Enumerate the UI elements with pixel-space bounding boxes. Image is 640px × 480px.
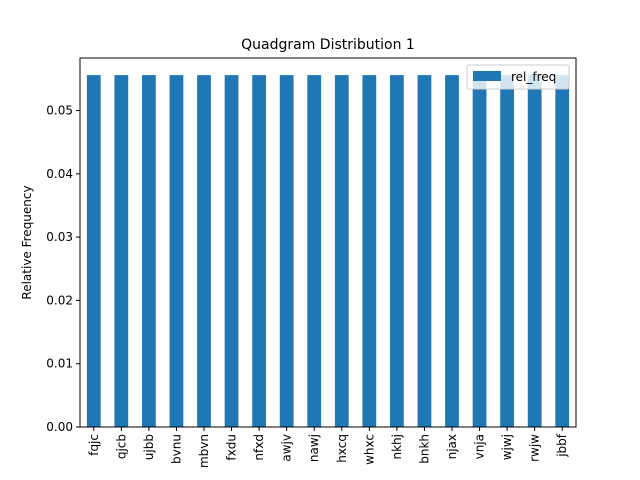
y-tick-label: 0.02 — [46, 293, 73, 307]
x-tick-label-bnkh: bnkh — [417, 434, 431, 464]
x-tick-label-awjv: awjv — [280, 434, 294, 462]
x-tick-label-whxc: whxc — [362, 434, 376, 465]
bar-mbvn — [197, 75, 211, 427]
x-tick-label-jbbf: jbbf — [555, 433, 569, 458]
x-tick-label-mbvn: mbvn — [197, 434, 211, 468]
bar-ujbb — [142, 75, 156, 427]
x-tick-label-ujbb: ujbb — [142, 434, 156, 460]
x-tick-label-fqjc: fqjc — [87, 434, 101, 456]
bar-jbbf — [555, 75, 569, 427]
bar-fqjc — [87, 75, 101, 427]
bar-qjcb — [114, 75, 128, 427]
x-tick-label-rwjw: rwjw — [528, 434, 542, 462]
y-tick-label: 0.04 — [46, 167, 73, 181]
y-axis: 0.00 0.01 0.02 0.03 0.04 0.05 — [46, 104, 80, 434]
chart-title: Quadgram Distribution 1 — [241, 37, 415, 53]
x-tick-label-vnja: vnja — [473, 434, 487, 459]
y-tick-label: 0.00 — [46, 420, 73, 434]
x-axis: fqjc qjcb ujbb bvnu mbvn fxdu nfxd awjv nawj hxcq… — [87, 427, 569, 468]
bar-wjwj — [500, 75, 514, 427]
bar-rwjw — [528, 75, 542, 427]
bar-fxdu — [225, 75, 239, 427]
x-tick-label-nawj: nawj — [307, 434, 321, 462]
legend-label: rel_freq — [511, 70, 556, 84]
bar-hxcq — [335, 75, 349, 427]
x-tick-label-wjwj: wjwj — [500, 434, 514, 460]
bar-bnkh — [418, 75, 432, 427]
legend: rel_freq — [467, 65, 569, 89]
x-tick-label-nfxd: nfxd — [252, 434, 266, 461]
bar-bvnu — [170, 75, 184, 427]
bar-vnja — [473, 75, 487, 427]
x-tick-label-qjcb: qjcb — [114, 434, 128, 459]
y-axis-label: Relative Frequency — [20, 185, 34, 299]
bar-njax — [445, 75, 459, 427]
bar-whxc — [362, 75, 376, 427]
bars-group — [87, 75, 569, 427]
bar-nfxd — [252, 75, 266, 427]
y-tick-label: 0.03 — [46, 230, 73, 244]
x-tick-label-bvnu: bvnu — [169, 434, 183, 464]
x-tick-label-nkhj: nkhj — [390, 434, 404, 460]
x-tick-label-fxdu: fxdu — [225, 434, 239, 461]
x-tick-label-hxcq: hxcq — [335, 434, 349, 463]
legend-swatch — [473, 71, 501, 81]
y-tick-label: 0.01 — [46, 357, 73, 371]
bar-nawj — [307, 75, 321, 427]
y-tick-label: 0.05 — [46, 104, 73, 118]
bar-awjv — [280, 75, 294, 427]
x-tick-label-njax: njax — [445, 434, 459, 459]
bar-nkhj — [390, 75, 404, 427]
